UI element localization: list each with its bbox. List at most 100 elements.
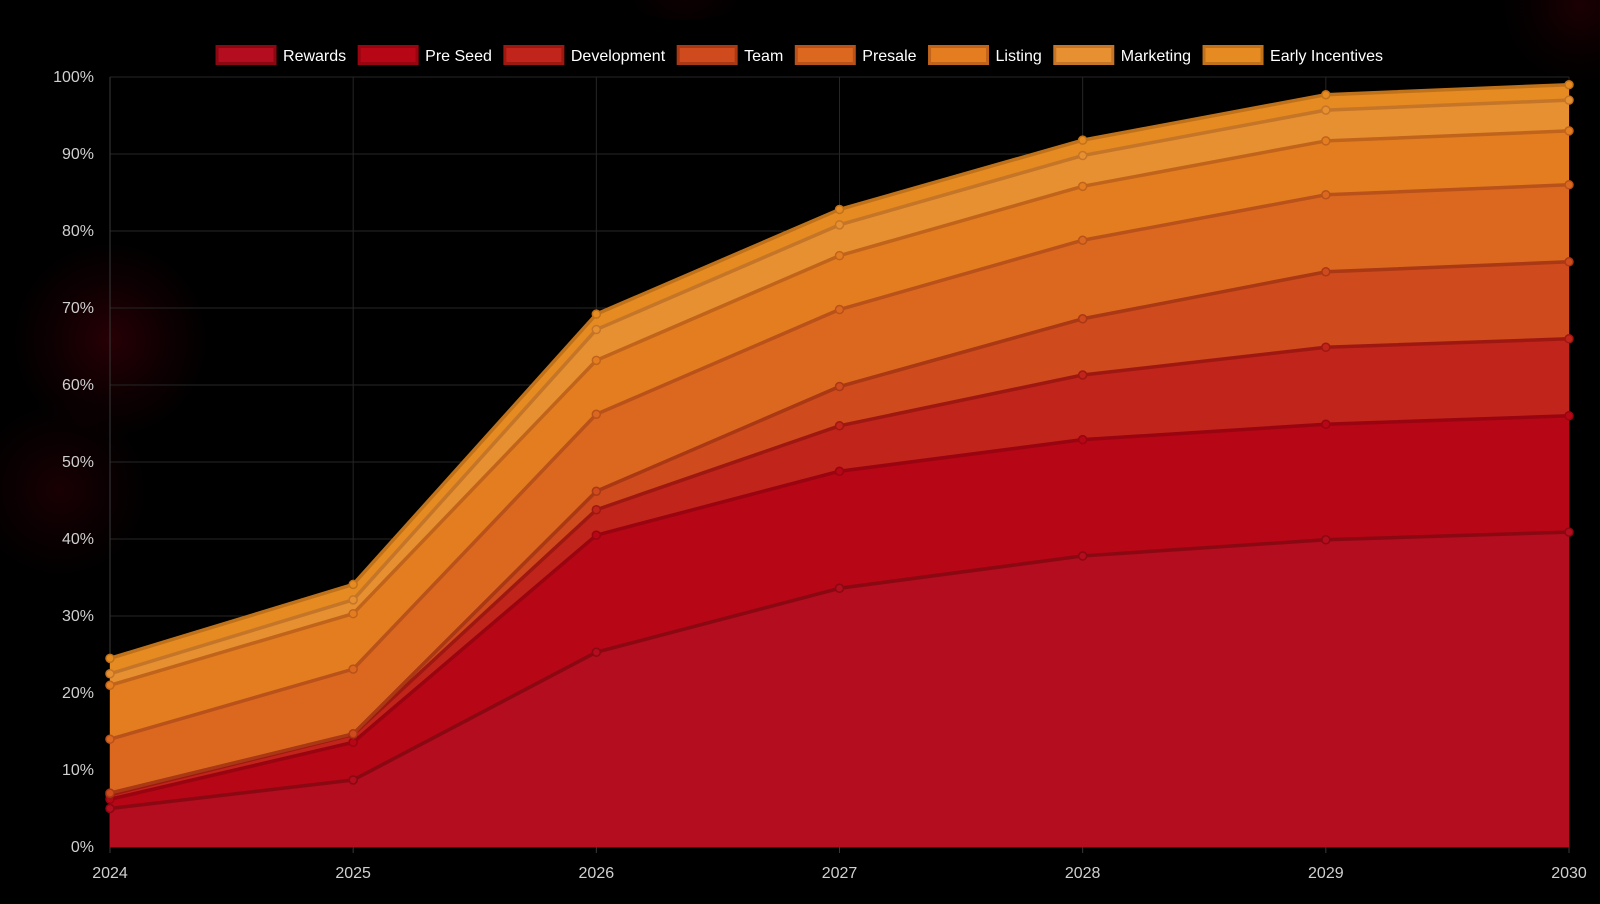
- point-pre-seed[interactable]: [348, 737, 358, 748]
- point-pre-seed[interactable]: [1321, 419, 1331, 430]
- point-team[interactable]: [105, 788, 115, 798]
- point-presale[interactable]: [1321, 190, 1331, 200]
- legend-swatch: [215, 45, 277, 65]
- point-pre-seed[interactable]: [834, 466, 845, 476]
- legend-swatch: [357, 45, 419, 65]
- x-tick-label: 2024: [92, 865, 128, 882]
- legend-item-development[interactable]: Development: [503, 45, 666, 66]
- point-presale[interactable]: [348, 664, 358, 674]
- point-development[interactable]: [591, 504, 602, 515]
- legend-item-marketing[interactable]: Marketing: [1053, 45, 1191, 66]
- point-presale[interactable]: [105, 734, 115, 744]
- legend-label: Presale: [862, 48, 916, 65]
- legend-swatch: [794, 45, 856, 65]
- point-early-incentives[interactable]: [591, 309, 602, 319]
- point-rewards[interactable]: [591, 647, 602, 657]
- legend-item-listing[interactable]: Listing: [928, 45, 1042, 66]
- area-pre-seed: [110, 415, 1569, 809]
- point-early-incentives[interactable]: [834, 204, 845, 215]
- point-marketing[interactable]: [1564, 95, 1574, 105]
- point-listing[interactable]: [1564, 126, 1574, 136]
- data-points: [105, 79, 1574, 814]
- point-development[interactable]: [1321, 342, 1331, 353]
- legend-label: Development: [571, 48, 666, 65]
- area-rewards: [110, 532, 1569, 847]
- point-early-incentives[interactable]: [1077, 135, 1088, 145]
- legend-swatch: [676, 45, 738, 65]
- x-tick-label: 2026: [579, 865, 615, 882]
- legend-item-pre-seed[interactable]: Pre Seed: [357, 45, 492, 66]
- point-rewards[interactable]: [348, 775, 358, 785]
- point-early-incentives[interactable]: [105, 653, 115, 664]
- legend-item-team[interactable]: Team: [676, 45, 783, 66]
- point-early-incentives[interactable]: [348, 579, 358, 590]
- legend-label: Rewards: [283, 48, 346, 65]
- point-marketing[interactable]: [105, 669, 115, 679]
- point-team[interactable]: [834, 381, 845, 392]
- y-tick-label: 30%: [62, 608, 94, 625]
- point-pre-seed[interactable]: [1077, 434, 1088, 445]
- y-tick-label: 40%: [62, 531, 94, 548]
- y-tick-label: 20%: [62, 685, 94, 702]
- point-team[interactable]: [591, 486, 602, 497]
- legend-swatch: [1053, 45, 1115, 65]
- legend-label: Team: [744, 48, 783, 65]
- point-marketing[interactable]: [834, 220, 845, 230]
- area-listing: [110, 130, 1569, 740]
- point-development[interactable]: [1564, 334, 1574, 344]
- y-tick-label: 60%: [62, 377, 94, 394]
- point-pre-seed[interactable]: [591, 530, 602, 540]
- point-pre-seed[interactable]: [1564, 411, 1574, 421]
- point-marketing[interactable]: [591, 324, 602, 335]
- legend-item-early-incentives[interactable]: Early Incentives: [1202, 45, 1383, 66]
- point-team[interactable]: [348, 729, 358, 739]
- legend-swatch: [503, 45, 565, 65]
- point-listing[interactable]: [591, 355, 602, 366]
- point-presale[interactable]: [834, 304, 845, 315]
- point-rewards[interactable]: [105, 803, 115, 814]
- legend-item-presale[interactable]: Presale: [794, 45, 917, 66]
- point-development[interactable]: [834, 421, 845, 431]
- legend-swatch: [928, 45, 990, 65]
- point-presale[interactable]: [591, 409, 602, 420]
- legend-item-rewards[interactable]: Rewards: [215, 45, 346, 66]
- y-tick-label: 80%: [62, 223, 94, 240]
- point-marketing[interactable]: [1321, 105, 1331, 115]
- point-early-incentives[interactable]: [1321, 89, 1331, 100]
- area-presale: [110, 184, 1569, 794]
- x-tick-label: 2027: [822, 865, 858, 882]
- point-team[interactable]: [1564, 257, 1574, 267]
- y-tick-label: 10%: [62, 762, 94, 779]
- point-presale[interactable]: [1564, 180, 1574, 190]
- area-team: [110, 261, 1569, 795]
- y-tick-label: 70%: [62, 300, 94, 317]
- legend-label: Listing: [996, 48, 1042, 65]
- y-tick-label: 50%: [62, 454, 94, 471]
- point-listing[interactable]: [105, 680, 115, 691]
- point-presale[interactable]: [1077, 235, 1088, 245]
- point-rewards[interactable]: [1564, 527, 1574, 537]
- legend[interactable]: Rewards Pre Seed Development Team Presale Lis…: [215, 45, 1383, 66]
- point-development[interactable]: [1077, 370, 1088, 380]
- y-tick-label: 90%: [62, 146, 94, 163]
- point-rewards[interactable]: [1321, 535, 1331, 545]
- point-early-incentives[interactable]: [1564, 79, 1574, 90]
- point-team[interactable]: [1321, 267, 1331, 277]
- point-marketing[interactable]: [1077, 150, 1088, 161]
- point-rewards[interactable]: [834, 583, 845, 594]
- point-rewards[interactable]: [1077, 551, 1088, 561]
- point-listing[interactable]: [1077, 181, 1088, 192]
- x-tick-label: 2030: [1551, 865, 1587, 882]
- point-listing[interactable]: [1321, 136, 1331, 146]
- point-listing[interactable]: [834, 250, 845, 261]
- point-team[interactable]: [1077, 314, 1088, 324]
- axes: 0% 10% 20% 30% 40% 50% 60% 70% 80% 90% 100% 2024 202…: [53, 69, 1587, 882]
- point-marketing[interactable]: [348, 595, 358, 605]
- legend-label: Early Incentives: [1270, 48, 1383, 65]
- y-tick-label: 0%: [71, 839, 94, 856]
- area-development: [110, 338, 1569, 800]
- legend-label: Pre Seed: [425, 48, 492, 65]
- point-listing[interactable]: [348, 608, 358, 619]
- x-tick-label: 2029: [1308, 865, 1344, 882]
